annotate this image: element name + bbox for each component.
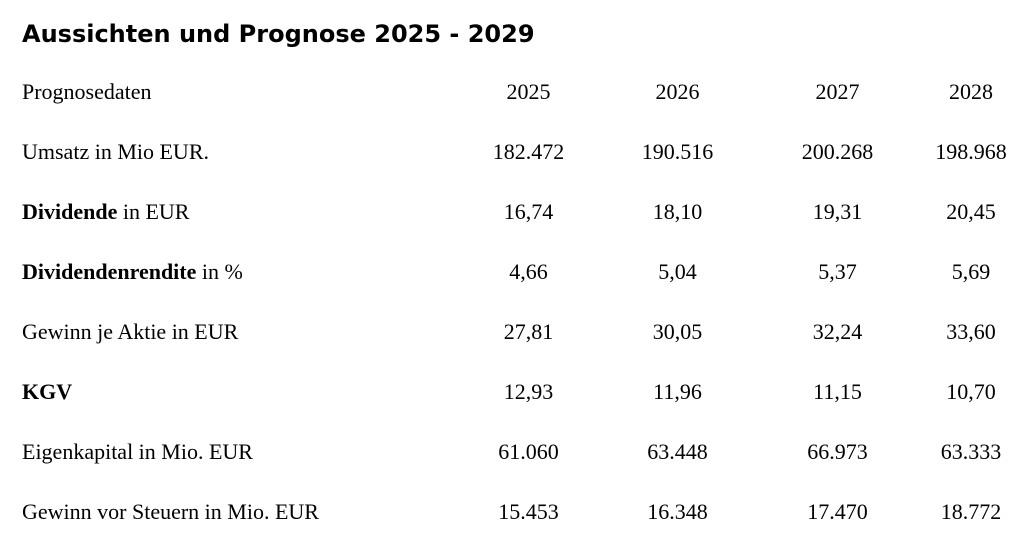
table-cell: 5,69 bbox=[951, 259, 991, 284]
row-label: Eigenkapital in Mio. EUR bbox=[22, 422, 457, 482]
row-label-bold: KGV bbox=[22, 379, 73, 404]
table-cell: 63.448 bbox=[647, 439, 708, 464]
table-cell: 5,04 bbox=[658, 259, 697, 284]
table-cell: 4,66 bbox=[509, 259, 548, 284]
row-label-text: in % bbox=[196, 259, 243, 284]
table-cell: 190.516 bbox=[641, 139, 714, 164]
table-cell: 16,74 bbox=[503, 199, 554, 224]
table-row: Gewinn je Aktie in EUR 27,81 30,05 32,24… bbox=[22, 302, 1022, 362]
table-row: KGV 12,93 11,96 11,15 10,70 bbox=[22, 362, 1022, 422]
row-label: KGV bbox=[22, 362, 457, 422]
table-cell: 27,81 bbox=[503, 319, 554, 344]
row-label: Dividende in EUR bbox=[22, 182, 457, 242]
row-label-text: Umsatz in Mio EUR. bbox=[22, 139, 209, 164]
table-row: Eigenkapital in Mio. EUR 61.060 63.448 6… bbox=[22, 422, 1022, 482]
table-cell: 32,24 bbox=[812, 319, 863, 344]
table-cell: 200.268 bbox=[801, 139, 874, 164]
header-label: Prognosedaten bbox=[22, 79, 152, 104]
table-cell: 11,15 bbox=[813, 379, 862, 404]
table-cell: 19,31 bbox=[812, 199, 863, 224]
row-label: Gewinn vor Steuern in Mio. EUR bbox=[22, 482, 457, 542]
table-cell: 15.453 bbox=[498, 499, 559, 524]
row-label-text: Gewinn vor Steuern in Mio. EUR bbox=[22, 499, 319, 524]
table-cell: 66.973 bbox=[807, 439, 868, 464]
row-label: Umsatz in Mio EUR. bbox=[22, 122, 457, 182]
header-year: 2026 bbox=[655, 79, 700, 104]
row-label-bold: Dividendenrendite bbox=[22, 259, 197, 284]
table-cell: 11,96 bbox=[653, 379, 702, 404]
table-row: Dividendenrendite in % 4,66 5,04 5,37 5,… bbox=[22, 242, 1022, 302]
table-row: Dividende in EUR 16,74 18,10 19,31 20,45 bbox=[22, 182, 1022, 242]
table-cell: 33,60 bbox=[946, 319, 996, 344]
table-cell: 12,93 bbox=[503, 379, 554, 404]
table-row: Gewinn vor Steuern in Mio. EUR 15.453 16… bbox=[22, 482, 1022, 542]
row-label-text: Eigenkapital in Mio. EUR bbox=[22, 439, 253, 464]
table-cell: 18,10 bbox=[652, 199, 703, 224]
row-label: Dividendenrendite in % bbox=[22, 242, 457, 302]
page-title: Aussichten und Prognose 2025 - 2029 bbox=[22, 20, 535, 48]
table-cell: 182.472 bbox=[492, 139, 565, 164]
row-label-bold: Dividende bbox=[22, 199, 118, 224]
table-cell: 10,70 bbox=[946, 379, 996, 404]
row-label-text: Gewinn je Aktie in EUR bbox=[22, 319, 239, 344]
header-year: 2027 bbox=[815, 79, 860, 104]
table-cell: 16.348 bbox=[647, 499, 708, 524]
forecast-table: Prognosedaten 2025 2026 2027 2028 Umsatz… bbox=[22, 62, 1022, 542]
header-year: 2025 bbox=[506, 79, 551, 104]
table-cell: 30,05 bbox=[652, 319, 703, 344]
table-cell: 20,45 bbox=[946, 199, 996, 224]
row-label: Gewinn je Aktie in EUR bbox=[22, 302, 457, 362]
table-cell: 5,37 bbox=[818, 259, 857, 284]
header-year: 2028 bbox=[949, 79, 993, 104]
table-cell: 61.060 bbox=[498, 439, 559, 464]
table-cell: 198.968 bbox=[935, 139, 1007, 164]
table-row: Umsatz in Mio EUR. 182.472 190.516 200.2… bbox=[22, 122, 1022, 182]
table-cell: 17.470 bbox=[807, 499, 868, 524]
table-cell: 18.772 bbox=[940, 499, 1002, 524]
table-header-row: Prognosedaten 2025 2026 2027 2028 bbox=[22, 62, 1022, 122]
table-cell: 63.333 bbox=[940, 439, 1002, 464]
row-label-text: in EUR bbox=[117, 199, 190, 224]
